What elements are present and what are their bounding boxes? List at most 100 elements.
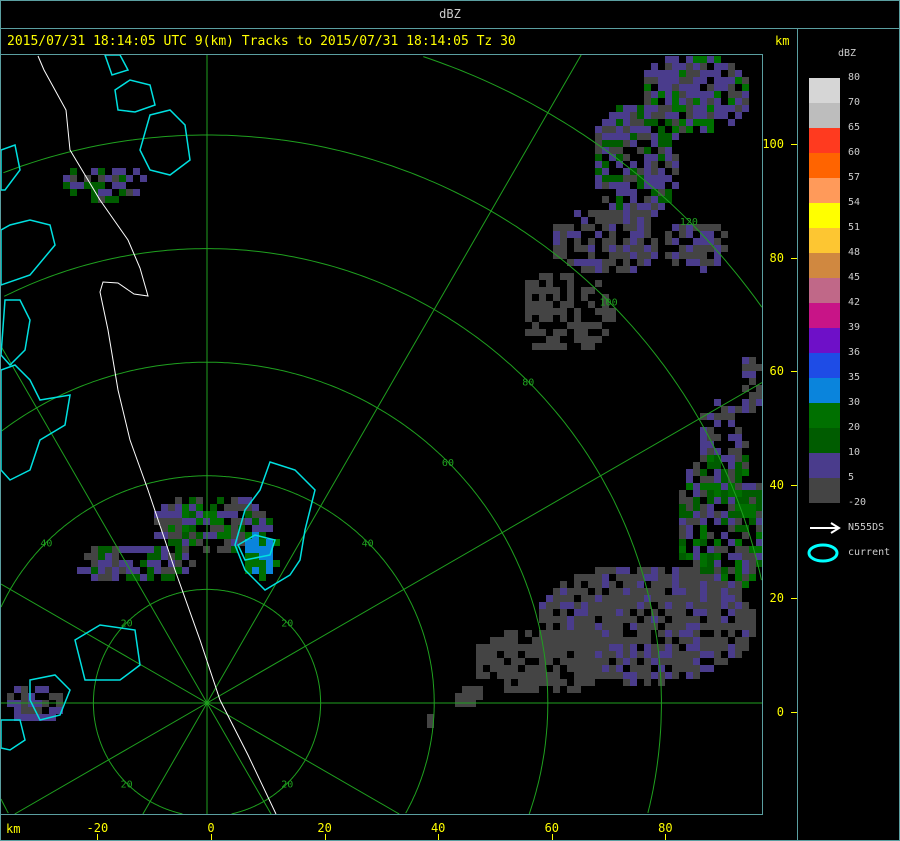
echo-cell: [658, 665, 665, 672]
echo-cell: [259, 525, 266, 532]
echo-cell: [700, 490, 707, 497]
echo-cell: [539, 329, 546, 336]
storm-contour: [74, 624, 141, 681]
range-ring: [3, 248, 662, 703]
echo-cell: [595, 623, 602, 630]
echo-cell: [665, 672, 672, 679]
echo-cell: [126, 567, 133, 574]
echo-cell: [707, 588, 714, 595]
echo-cell: [693, 462, 700, 469]
echo-cell: [21, 707, 28, 714]
echo-cell: [609, 616, 616, 623]
echo-cell: [714, 518, 721, 525]
echo-cell: [700, 637, 707, 644]
echo-cell: [238, 525, 245, 532]
echo-cell: [252, 511, 259, 518]
echo-cell: [602, 133, 609, 140]
echo-cell: [707, 483, 714, 490]
echo-cell: [630, 119, 637, 126]
echo-cell: [658, 91, 665, 98]
echo-cell: [168, 532, 175, 539]
echo-cell: [175, 518, 182, 525]
echo-cell: [707, 448, 714, 455]
echo-cell: [483, 644, 490, 651]
echo-cell: [728, 455, 735, 462]
echo-cell: [630, 658, 637, 665]
echo-cell: [616, 196, 623, 203]
echo-cell: [672, 91, 679, 98]
echo-cell: [651, 189, 658, 196]
echo-cell: [679, 532, 686, 539]
echo-cell: [119, 168, 126, 175]
echo-cell: [182, 504, 189, 511]
echo-cell: [252, 560, 259, 567]
echo-cell: [756, 553, 762, 560]
echo-cell: [182, 518, 189, 525]
echo-cell: [672, 644, 679, 651]
echo-cell: [560, 329, 567, 336]
echo-cell: [196, 504, 203, 511]
range-ring-label: 20: [281, 779, 293, 790]
echo-cell: [658, 574, 665, 581]
echo-cell: [609, 630, 616, 637]
echo-cell: [735, 602, 742, 609]
echo-cell: [245, 560, 252, 567]
echo-cell: [749, 483, 756, 490]
echo-cell: [721, 623, 728, 630]
echo-cell: [14, 707, 21, 714]
echo-cell: [623, 133, 630, 140]
echo-cell: [588, 252, 595, 259]
echo-cell: [553, 329, 560, 336]
echo-cell: [560, 658, 567, 665]
echo-cell: [609, 588, 616, 595]
echo-cell: [560, 595, 567, 602]
range-ring: [405, 703, 435, 814]
echo-cell: [700, 448, 707, 455]
echo-cell: [658, 182, 665, 189]
echo-cell: [707, 413, 714, 420]
echo-cell: [623, 588, 630, 595]
echo-cell: [665, 196, 672, 203]
echo-cell: [609, 224, 616, 231]
echo-cell: [602, 329, 609, 336]
echo-cell: [637, 651, 644, 658]
echo-cell: [644, 147, 651, 154]
echo-cell: [644, 259, 651, 266]
echo-cell: [672, 154, 679, 161]
echo-cell: [707, 609, 714, 616]
echo-cell: [511, 665, 518, 672]
legend-swatch: [809, 403, 840, 428]
echo-cell: [707, 553, 714, 560]
echo-cell: [252, 504, 259, 511]
echo-cell: [707, 84, 714, 91]
x-unit-label: km: [6, 822, 21, 836]
echo-cell: [623, 224, 630, 231]
echo-cell: [686, 511, 693, 518]
echo-cell: [112, 560, 119, 567]
echo-cell: [749, 378, 756, 385]
echo-cell: [658, 203, 665, 210]
echo-cell: [595, 630, 602, 637]
echo-cell: [721, 476, 728, 483]
echo-cell: [574, 679, 581, 686]
echo-cell: [693, 259, 700, 266]
echo-cell: [504, 637, 511, 644]
echo-cell: [133, 546, 140, 553]
echo-cell: [665, 56, 672, 63]
echo-cell: [707, 574, 714, 581]
x-tick: [551, 834, 553, 840]
echo-cell: [588, 630, 595, 637]
echo-cell: [693, 70, 700, 77]
echo-cell: [630, 595, 637, 602]
echo-cell: [693, 644, 700, 651]
echo-cell: [525, 672, 532, 679]
echo-cell: [707, 98, 714, 105]
x-tick: [211, 834, 212, 840]
echo-cell: [693, 658, 700, 665]
echo-cell: [651, 658, 658, 665]
echo-cell: [658, 84, 665, 91]
echo-cell: [630, 581, 637, 588]
echo-cell: [581, 623, 588, 630]
echo-cell: [686, 91, 693, 98]
